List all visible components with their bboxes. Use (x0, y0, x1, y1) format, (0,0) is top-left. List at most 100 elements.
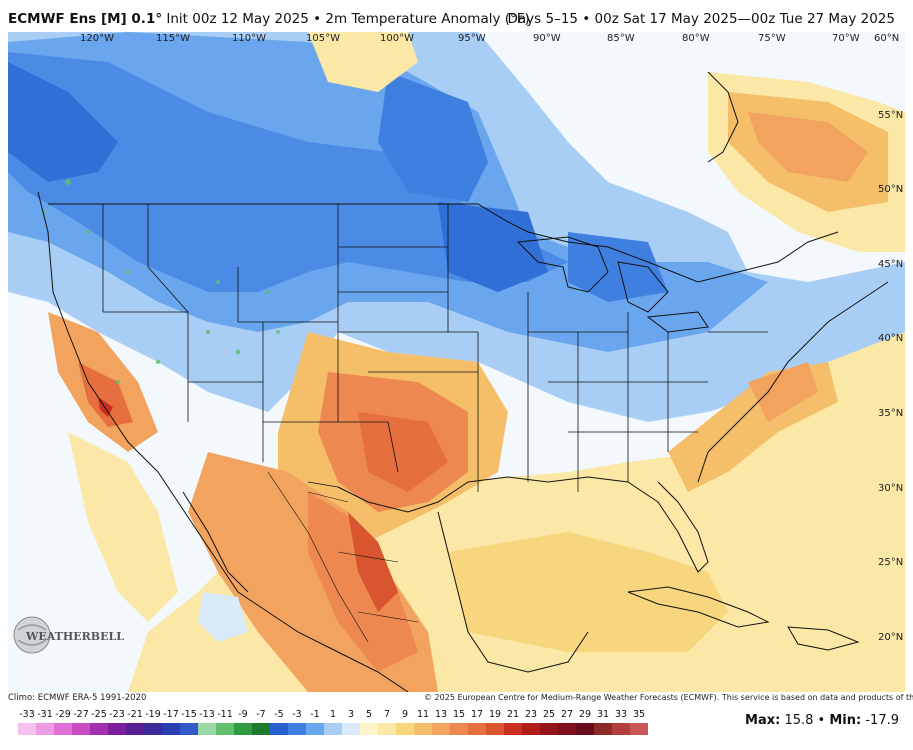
legend-swatch (450, 723, 468, 735)
legend-swatch (378, 723, 396, 735)
legend-swatch (504, 723, 522, 735)
legend-label: -31 (37, 709, 53, 720)
legend-swatch (54, 723, 72, 735)
bullet-separator: • (817, 713, 826, 728)
legend-label: -27 (73, 709, 89, 720)
legend-label: 5 (365, 709, 373, 720)
min-label: Min: (829, 713, 862, 728)
lon-label: 90°W (533, 33, 561, 44)
legend-swatch (270, 723, 288, 735)
max-value: 15.8 (784, 713, 814, 728)
anomaly-map: 120°W 115°W 110°W 105°W 100°W 95°W 90°W … (8, 32, 905, 692)
lon-label: 120°W (80, 33, 114, 44)
legend-swatch (612, 723, 630, 735)
legend-label: -23 (109, 709, 125, 720)
legend-label: 19 (488, 709, 502, 720)
lat-label: 45°N (878, 259, 903, 270)
legend-label: -19 (145, 709, 161, 720)
legend-label: -13 (199, 709, 215, 720)
legend-swatch (576, 723, 594, 735)
color-legend (18, 723, 648, 735)
header: ECMWF Ens [M] 0.1° Init 00z 12 May 2025 … (0, 0, 913, 32)
lon-label: 100°W (380, 33, 414, 44)
climatology-note: Climo: ECMWF ERA-5 1991-2020 (8, 693, 147, 703)
legend-label: 35 (632, 709, 646, 720)
lat-label: 35°N (878, 408, 903, 419)
valid-period: Days 5–15 • 00z Sat 17 May 2025—00z Tue … (507, 11, 896, 27)
lon-label: 75°W (758, 33, 786, 44)
lon-label: 95°W (458, 33, 486, 44)
legend-label: 3 (347, 709, 355, 720)
legend-label: 27 (560, 709, 574, 720)
longitude-labels: 120°W 115°W 110°W 105°W 100°W 95°W 90°W … (80, 33, 899, 44)
legend-label: 7 (383, 709, 391, 720)
lat-label: 25°N (878, 557, 903, 568)
legend-swatch (342, 723, 360, 735)
lat-label: 50°N (878, 184, 903, 195)
legend-label: -9 (238, 709, 248, 720)
legend-label: -7 (256, 709, 266, 720)
legend-swatch (90, 723, 108, 735)
legend-swatch (252, 723, 270, 735)
legend-label: -1 (310, 709, 320, 720)
lat-label: 20°N (878, 632, 903, 643)
lon-label: 70°W (832, 33, 860, 44)
legend-swatch (324, 723, 342, 735)
legend-swatch (360, 723, 378, 735)
legend-swatch (432, 723, 450, 735)
legend-label: 21 (506, 709, 520, 720)
legend-label: 31 (596, 709, 610, 720)
title-separator: • (313, 11, 322, 27)
legend-swatch (234, 723, 252, 735)
min-value: -17.9 (865, 713, 899, 728)
legend-swatch (630, 723, 648, 735)
lon-label: 85°W (607, 33, 635, 44)
init-time: Init 00z 12 May 2025 (166, 11, 309, 27)
legend-label: 29 (578, 709, 592, 720)
legend-swatch (72, 723, 90, 735)
weatherbell-logo: WEATHERBELL (10, 612, 130, 658)
legend-label: -33 (19, 709, 35, 720)
legend-swatch (180, 723, 198, 735)
legend-label: -5 (274, 709, 284, 720)
lat-label-top: 60°N (874, 33, 899, 44)
lat-label: 30°N (878, 483, 903, 494)
legend-label: 13 (434, 709, 448, 720)
legend-swatch (288, 723, 306, 735)
legend-swatch (468, 723, 486, 735)
legend-label: 11 (416, 709, 430, 720)
legend-swatch (594, 723, 612, 735)
legend-label: 25 (542, 709, 556, 720)
legend-swatch (540, 723, 558, 735)
legend-swatch (198, 723, 216, 735)
legend-swatch (396, 723, 414, 735)
legend-label: 9 (401, 709, 409, 720)
lat-label: 40°N (878, 333, 903, 344)
lon-label: 115°W (156, 33, 190, 44)
map-canvas: 120°W 115°W 110°W 105°W 100°W 95°W 90°W … (8, 32, 905, 692)
legend-label: 15 (452, 709, 466, 720)
legend-swatch (18, 723, 36, 735)
legend-swatch (144, 723, 162, 735)
legend-label: -3 (292, 709, 302, 720)
max-min-readout: Max: 15.8 • Min: -17.9 (745, 713, 899, 728)
lon-label: 80°W (682, 33, 710, 44)
lon-label: 105°W (306, 33, 340, 44)
legend-swatch (414, 723, 432, 735)
legend-label: -11 (217, 709, 233, 720)
legend-swatch (216, 723, 234, 735)
legend-label: -17 (163, 709, 179, 720)
legend-label: -29 (55, 709, 71, 720)
legend-label: 1 (329, 709, 337, 720)
latitude-labels: 55°N 50°N 45°N 40°N 35°N 30°N 25°N 20°N (878, 110, 903, 643)
legend-label: -21 (127, 709, 143, 720)
logo-text: WEATHERBELL (25, 630, 124, 643)
legend-swatch (306, 723, 324, 735)
legend-swatch (162, 723, 180, 735)
max-label: Max: (745, 713, 781, 728)
lat-label: 55°N (878, 110, 903, 121)
legend-swatch (126, 723, 144, 735)
legend-swatch (36, 723, 54, 735)
legend-swatch (108, 723, 126, 735)
map-title: ECMWF Ens [M] 0.1° Init 00z 12 May 2025 … (8, 11, 530, 27)
